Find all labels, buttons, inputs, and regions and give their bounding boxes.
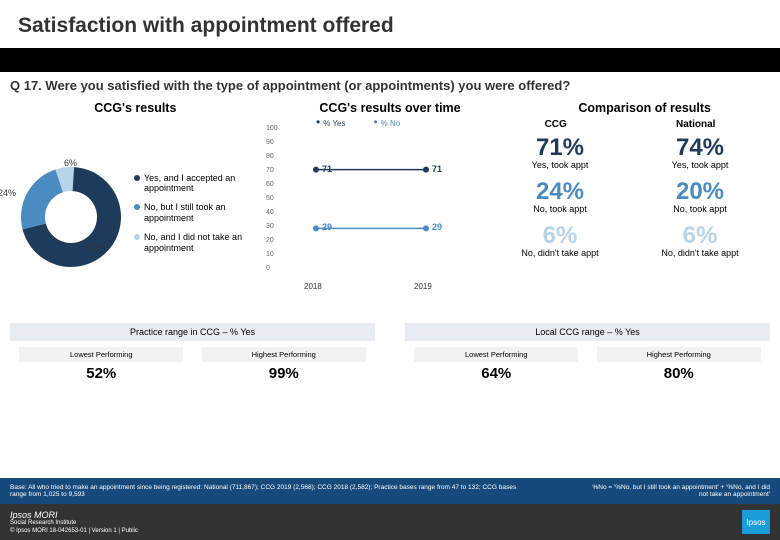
local-high-val: 80% (597, 365, 761, 382)
footer-brand-sub: Social Research Institute (10, 520, 138, 526)
ranges-section: Practice range in CCG – % Yes Lowest Per… (0, 315, 780, 382)
local-high-label: Highest Performing (597, 347, 761, 362)
black-bar (0, 48, 780, 72)
donut-chart (16, 162, 126, 272)
local-range: Local CCG range – % Yes Lowest Performin… (405, 323, 770, 382)
donut-legend: Yes, and I accepted an appointmentNo, bu… (134, 173, 250, 262)
section-title-right: Comparison of results (519, 101, 770, 115)
practice-low-label: Lowest Performing (19, 347, 183, 362)
lc-legend-yes: % Yes (316, 115, 345, 129)
practice-high-val: 99% (202, 365, 366, 382)
footer-base-text: Base: All who tried to make an appointme… (10, 484, 530, 498)
practice-range-title: Practice range in CCG – % Yes (10, 323, 375, 341)
footer-blue-bar: Base: All who tried to make an appointme… (0, 478, 780, 504)
section-title-mid: CCG's results over time (265, 101, 516, 115)
donut-pct-71: 71% (86, 242, 104, 252)
comp-head-nat: National (676, 119, 715, 130)
linechart-section: % Yes % No 71712929 10090807060504030201… (250, 119, 490, 315)
local-low-label: Lowest Performing (414, 347, 578, 362)
footer-dark-bar: Ipsos MORI Social Research Institute © I… (0, 504, 780, 540)
footer-brand: Ipsos MORI (10, 510, 138, 520)
ipsos-logo: Ipsos (742, 510, 770, 534)
footer-note-text: %No = '%No, but I still took an appointm… (590, 484, 770, 498)
lc-legend-no: % No (373, 115, 400, 129)
practice-high-label: Highest Performing (202, 347, 366, 362)
local-range-title: Local CCG range – % Yes (405, 323, 770, 341)
practice-range: Practice range in CCG – % Yes Lowest Per… (10, 323, 375, 382)
comp-head-ccg: CCG (545, 119, 567, 130)
practice-low-val: 52% (19, 365, 183, 382)
page-title: Satisfaction with appointment offered (0, 0, 780, 48)
footer-copyright: © Ipsos MORI 18-042653-01 | Version 1 | … (10, 528, 138, 534)
comparison-section: CCG National 71%Yes, took appt 74%Yes, t… (490, 119, 770, 315)
question-text: Q 17. Were you satisfied with the type o… (0, 72, 780, 99)
section-title-left: CCG's results (10, 101, 261, 115)
donut-pct-24: 24% (0, 188, 16, 198)
donut-section: 6% 24% 71% Yes, and I accepted an appoin… (10, 119, 250, 315)
local-low-val: 64% (414, 365, 578, 382)
donut-pct-6: 6% (64, 158, 77, 168)
